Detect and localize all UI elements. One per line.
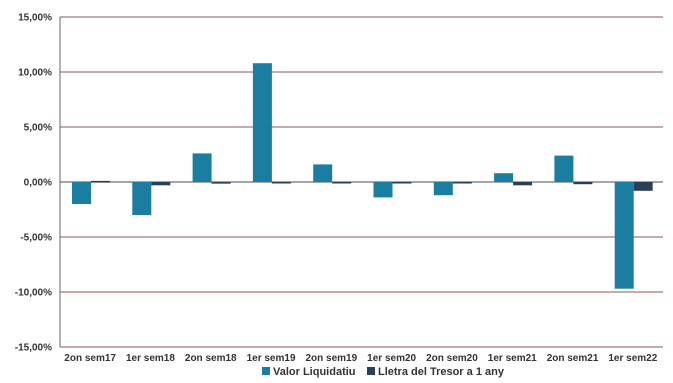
legend-swatch-valor-liquidatiu: [262, 367, 270, 375]
bar-lletra-del-tresor-2: [211, 182, 231, 184]
bar-lletra-del-tresor-3: [271, 182, 291, 184]
bar-lletra-del-tresor-9: [633, 182, 653, 191]
legend: Valor Liquidatiu Lletra del Tresor a 1 a…: [262, 366, 505, 378]
bar-valor-liquidatiu-0: [72, 182, 91, 204]
x-tick-label: 1er sem22: [608, 353, 657, 364]
bar-valor-liquidatiu-4: [313, 164, 333, 182]
bar-lletra-del-tresor-8: [573, 182, 593, 185]
legend-label-lletra-del-tresor: Lletra del Tresor a 1 any: [378, 366, 505, 378]
bar-lletra-del-tresor-5: [392, 182, 412, 184]
bar-valor-liquidatiu-2: [192, 153, 212, 182]
y-tick-label: -10,00%: [15, 288, 52, 299]
legend-label-valor-liquidatiu: Valor Liquidatiu: [273, 366, 356, 378]
bar-lletra-del-tresor-7: [513, 182, 533, 186]
y-tick-label: 10,00%: [18, 68, 52, 79]
x-tick-label: 1er sem18: [126, 353, 175, 364]
x-tick-label: 2on sem19: [305, 353, 357, 364]
x-tick-label: 1er sem20: [367, 353, 416, 364]
x-axis-ticks: 2on sem17 1er sem18 2on sem18 1er sem19 2on …: [64, 353, 657, 364]
bar-valor-liquidatiu-6: [433, 182, 453, 196]
y-tick-label: -5,00%: [20, 233, 52, 244]
y-axis-ticks: 15,00% 10,00% 5,00% 0,00% -5,00% -10,00% -15,0…: [15, 13, 52, 354]
x-tick-label: 1er sem19: [247, 353, 296, 364]
bar-valor-liquidatiu-5: [373, 182, 393, 198]
y-tick-label: 5,00%: [24, 123, 52, 134]
bar-valor-liquidatiu-9: [614, 182, 634, 289]
x-tick-label: 2on sem17: [64, 353, 116, 364]
y-tick-label: 15,00%: [18, 13, 52, 24]
x-tick-label: 1er sem21: [488, 353, 537, 364]
legend-swatch-lletra-del-tresor: [367, 367, 375, 375]
bar-valor-liquidatiu-7: [494, 173, 514, 182]
x-tick-label: 2on sem20: [426, 353, 478, 364]
bars: [72, 63, 653, 289]
bar-lletra-del-tresor-1: [151, 182, 171, 186]
y-tick-label: -15,00%: [15, 343, 52, 354]
bar-valor-liquidatiu-8: [554, 155, 574, 182]
bar-lletra-del-tresor-6: [452, 182, 472, 184]
bar-lletra-del-tresor-4: [332, 182, 352, 184]
bar-valor-liquidatiu-1: [132, 182, 152, 215]
y-tick-label: 0,00%: [24, 178, 52, 189]
x-tick-label: 2on sem21: [547, 353, 599, 364]
bar-lletra-del-tresor-0: [91, 180, 110, 183]
x-tick-label: 2on sem18: [185, 353, 237, 364]
bar-valor-liquidatiu-3: [252, 63, 272, 183]
